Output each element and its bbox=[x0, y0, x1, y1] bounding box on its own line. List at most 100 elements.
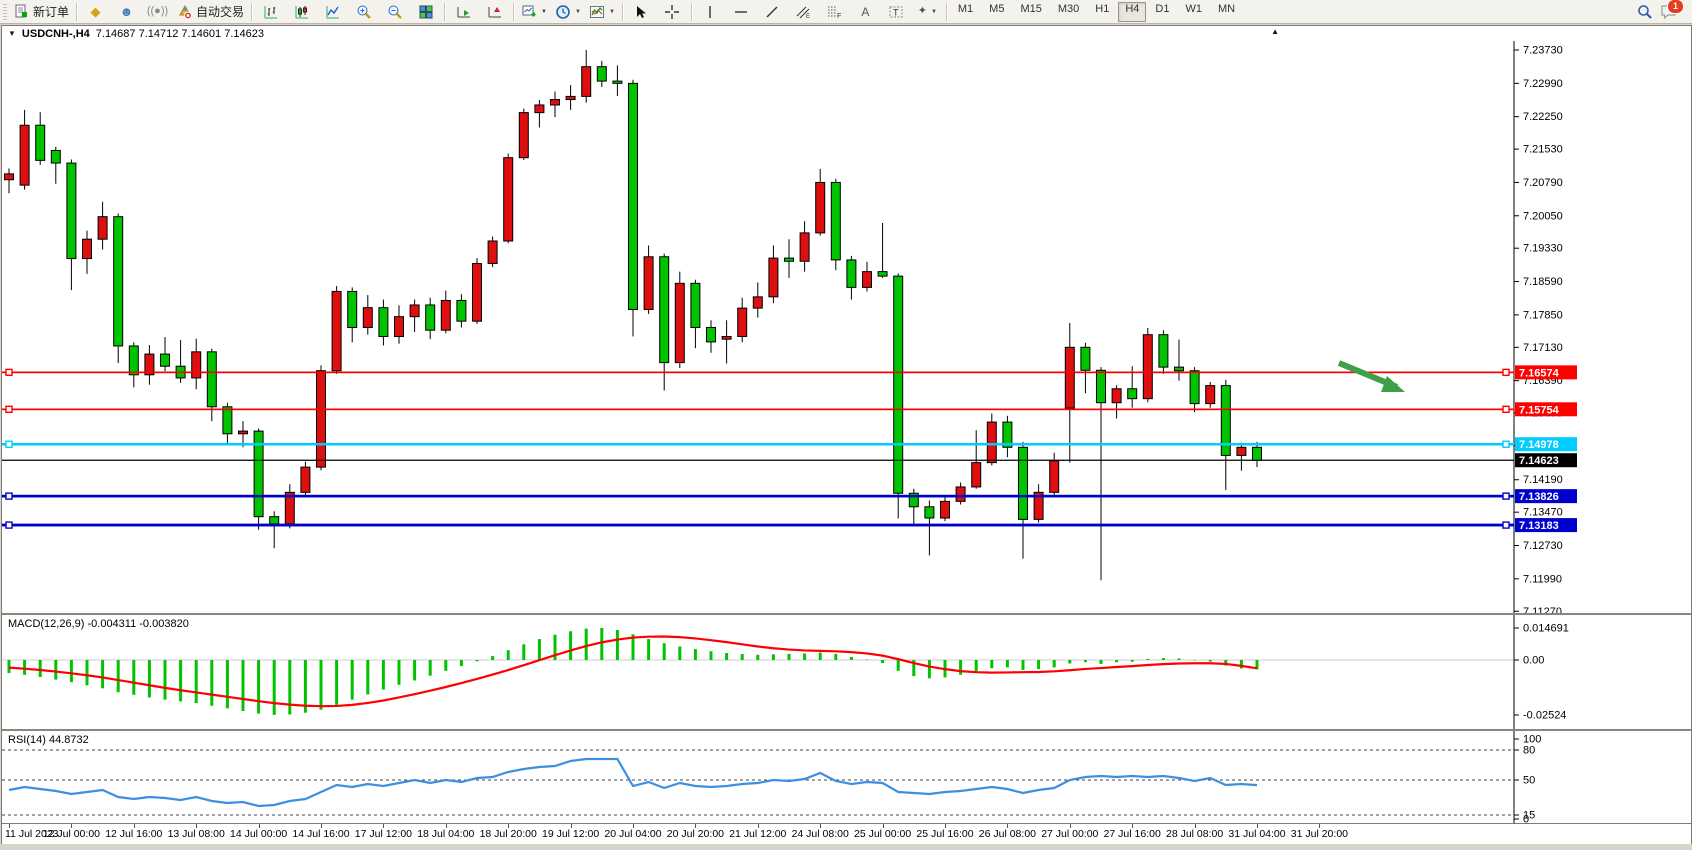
candle-body bbox=[238, 430, 248, 435]
timeframe-button-H1[interactable]: H1 bbox=[1095, 2, 1110, 15]
candle-body bbox=[986, 421, 997, 464]
new-order-button[interactable]: 新订单 bbox=[10, 1, 73, 23]
time-axis-label: 14 Jul 16:00 bbox=[292, 828, 350, 840]
time-axis[interactable]: 11 Jul 2023 12 Jul 00:00 12 Jul 16:00 13 Ju… bbox=[2, 823, 1691, 843]
trendline-icon bbox=[766, 6, 778, 17]
price-tick-label: 7.22250 bbox=[1523, 111, 1563, 123]
candle-body bbox=[1033, 491, 1044, 520]
time-axis-label: 25 Jul 00:00 bbox=[853, 828, 912, 840]
toolbar-separator bbox=[513, 2, 515, 21]
line-handle[interactable] bbox=[5, 405, 13, 413]
candlestick-chart-button[interactable] bbox=[286, 1, 317, 23]
candle-body bbox=[908, 492, 919, 508]
chart-shift-button[interactable] bbox=[479, 1, 510, 23]
time-tick bbox=[133, 824, 135, 828]
candle-body bbox=[940, 500, 950, 519]
cursor-icon bbox=[637, 5, 647, 18]
line-handle[interactable] bbox=[1502, 440, 1510, 448]
candle-body bbox=[768, 257, 779, 298]
tile-windows-button[interactable] bbox=[410, 1, 441, 23]
candle-body bbox=[518, 112, 529, 159]
terminal-button[interactable]: ☻ bbox=[111, 1, 142, 23]
time-axis-label: 26 Jul 08:00 bbox=[978, 828, 1036, 840]
arrows-dropdown[interactable]: ✦ ▼ bbox=[912, 1, 943, 23]
timeframe-button-W1[interactable]: W1 bbox=[1185, 2, 1202, 15]
fibonacci-icon: F bbox=[828, 6, 842, 20]
candle-body bbox=[144, 353, 155, 376]
fibonacci-button[interactable]: F bbox=[819, 1, 850, 23]
chart-window: ▼ USDCNH-,H4 7.14687 7.14712 7.14601 7.1… bbox=[1, 25, 1692, 845]
horizontal-line-button[interactable] bbox=[726, 1, 757, 23]
price-tag-label: 7.13183 bbox=[1519, 520, 1559, 532]
line-handle[interactable] bbox=[5, 440, 13, 448]
signals-icon: ((●)) bbox=[146, 5, 169, 17]
line-handle[interactable] bbox=[5, 368, 13, 377]
candle-body bbox=[1158, 334, 1169, 368]
auto-scroll-button[interactable] bbox=[448, 1, 479, 23]
trendline-button[interactable] bbox=[757, 1, 788, 23]
line-chart-button[interactable] bbox=[317, 1, 348, 23]
signals-button[interactable]: ((●)) bbox=[142, 1, 173, 23]
profiles-dropdown[interactable]: ▼ bbox=[551, 1, 585, 23]
macd-plot[interactable]: 0.014691 0.00 -0.02524 bbox=[2, 615, 1691, 729]
chat-button[interactable]: 1 bbox=[1660, 0, 1684, 20]
candle-body bbox=[362, 307, 373, 328]
toolbar-drag-handle[interactable] bbox=[3, 3, 7, 20]
line-chart-icon bbox=[326, 5, 339, 18]
metaeditor-button[interactable]: ◆ bbox=[80, 1, 111, 23]
timeframe-button-M5[interactable]: M5 bbox=[989, 2, 1005, 15]
zoom-in-button[interactable] bbox=[348, 1, 379, 23]
crosshair-button[interactable] bbox=[657, 1, 688, 23]
bar-chart-button[interactable] bbox=[255, 1, 286, 23]
candlesticks bbox=[4, 50, 1262, 581]
price-tick-label: 7.21530 bbox=[1523, 144, 1563, 156]
timeframe-button-D1[interactable]: D1 bbox=[1155, 2, 1170, 15]
cursor-button[interactable] bbox=[626, 1, 657, 23]
macd-panel: MACD(12,26,9) -0.004311 -0.003820 0.0146… bbox=[2, 613, 1691, 731]
line-handle[interactable] bbox=[1502, 492, 1510, 500]
price-tag-7.14978 bbox=[1515, 437, 1577, 452]
candle-body bbox=[253, 430, 264, 518]
candle-body bbox=[97, 216, 108, 240]
candle-body bbox=[971, 462, 982, 488]
new-order-label: 新订单 bbox=[33, 5, 70, 19]
time-axis-label: 31 Jul 20:00 bbox=[1290, 828, 1348, 840]
time-axis-label: 13 Jul 08:00 bbox=[167, 828, 225, 840]
timeframe-button-M30[interactable]: M30 bbox=[1057, 2, 1080, 15]
candle-body bbox=[721, 335, 732, 340]
line-handle[interactable] bbox=[5, 521, 13, 529]
vertical-line-button[interactable] bbox=[695, 1, 726, 23]
line-handle[interactable] bbox=[1502, 405, 1510, 413]
price-tick-label: 7.11990 bbox=[1523, 573, 1562, 585]
candle-body bbox=[1064, 346, 1075, 409]
channel-icon: E bbox=[797, 6, 810, 20]
timeframe-button-H4[interactable]: H4 bbox=[1118, 1, 1147, 22]
chart-symbol-title: USDCNH-,H4 bbox=[21, 27, 90, 40]
line-handle[interactable] bbox=[1502, 368, 1510, 377]
candle-body bbox=[347, 290, 358, 328]
text-label-button[interactable]: T bbox=[881, 1, 912, 23]
time-axis-label: 28 Jul 08:00 bbox=[1165, 828, 1224, 840]
main-price-plot[interactable]: 7.23730 7.22990 7.22250 7.21530 7.20790 7.200… bbox=[2, 41, 1691, 613]
timeframe-button-M15[interactable]: M15 bbox=[1020, 2, 1042, 15]
chart-collapse-icon[interactable]: ▼ bbox=[8, 29, 16, 38]
indicators-dropdown[interactable]: ▼ bbox=[585, 1, 619, 23]
line-handle[interactable] bbox=[5, 492, 13, 500]
autotrading-button[interactable]: 自动交易 bbox=[173, 1, 248, 23]
time-axis-label: 11 Jul 2023 bbox=[5, 828, 59, 840]
chart-titlebar[interactable]: ▼ USDCNH-,H4 7.14687 7.14712 7.14601 7.1… bbox=[2, 26, 1691, 41]
equidistant-channel-button[interactable]: E bbox=[788, 1, 819, 23]
vertical-line-icon bbox=[709, 5, 712, 18]
timeframe-button-MN[interactable]: MN bbox=[1217, 2, 1236, 15]
search-button[interactable] bbox=[1629, 1, 1660, 23]
line-handle[interactable] bbox=[1502, 521, 1510, 529]
timeframe-button-M1[interactable]: M1 bbox=[957, 2, 974, 15]
clock-icon bbox=[556, 4, 570, 19]
candle-body bbox=[487, 240, 498, 265]
zoom-out-button[interactable] bbox=[379, 1, 410, 23]
text-button[interactable]: A bbox=[850, 1, 881, 23]
chart-window-controls[interactable]: ▲ bbox=[1271, 27, 1279, 36]
new-chart-dropdown[interactable]: ▼ bbox=[517, 1, 551, 23]
candle-body bbox=[628, 82, 638, 310]
